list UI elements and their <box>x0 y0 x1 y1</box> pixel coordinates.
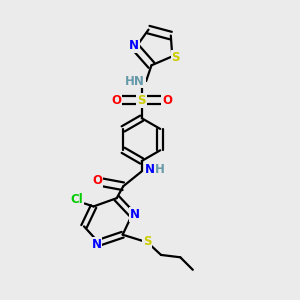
Text: S: S <box>137 94 146 106</box>
Text: N: N <box>130 208 140 221</box>
Text: O: O <box>111 94 121 106</box>
Text: S: S <box>172 51 180 64</box>
Text: HN: HN <box>125 74 145 88</box>
Text: N: N <box>145 163 155 176</box>
Text: O: O <box>92 174 102 187</box>
Text: S: S <box>143 235 151 248</box>
Text: H: H <box>154 163 164 176</box>
Text: N: N <box>92 238 101 251</box>
Text: O: O <box>162 94 172 106</box>
Text: N: N <box>129 40 139 52</box>
Text: Cl: Cl <box>70 193 83 206</box>
